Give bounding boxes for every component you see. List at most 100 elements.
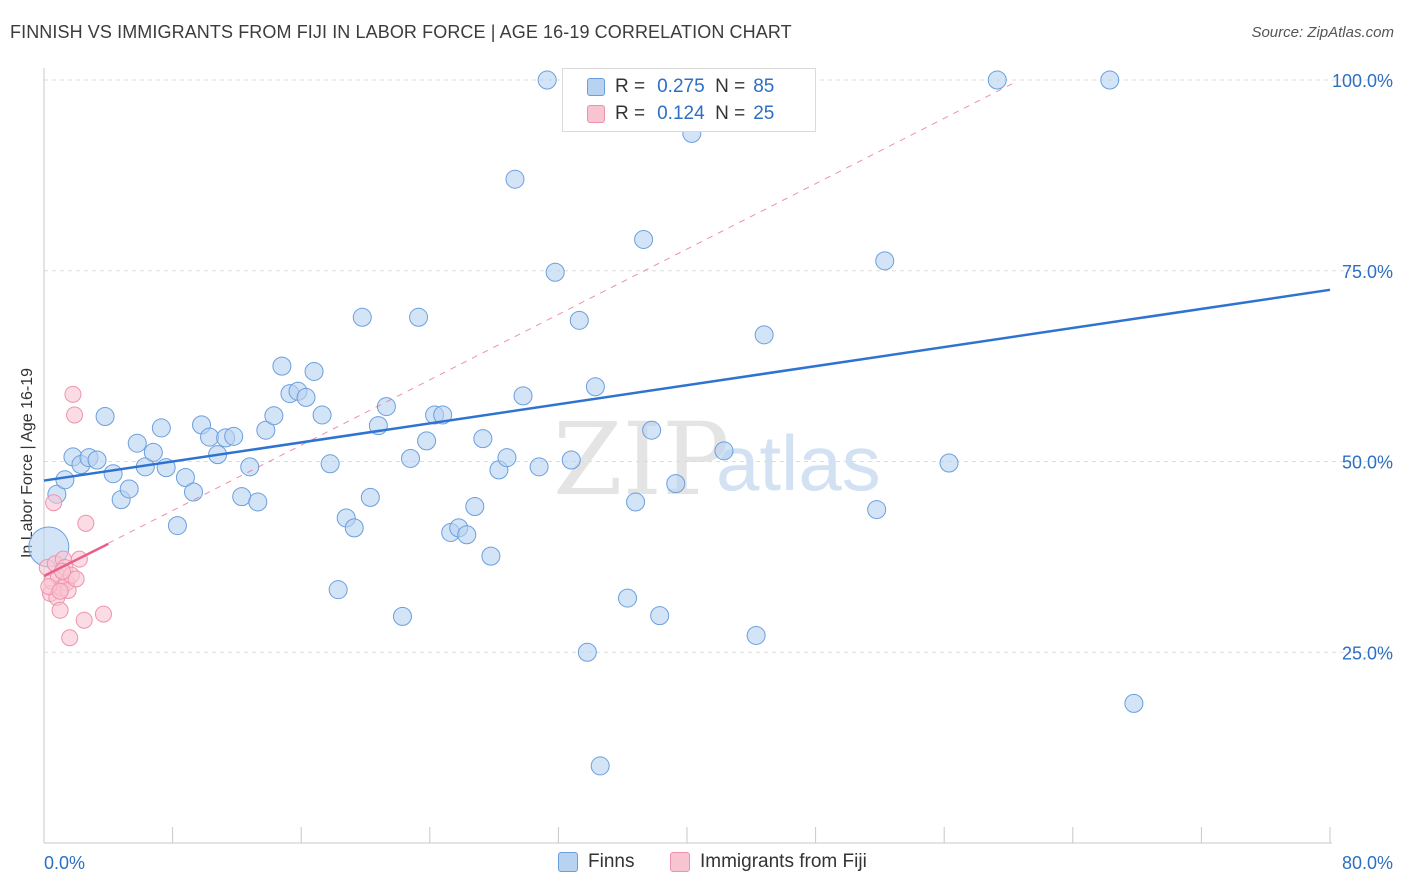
fiji-point-19: [75, 611, 93, 629]
finns-r-value: 0.275: [657, 76, 705, 97]
finns-point-44: [401, 448, 421, 468]
finns-point-56: [497, 448, 517, 468]
fiji-trend-line: [43, 542, 109, 578]
finns-point-7: [95, 406, 115, 426]
x-tick-labels: 0.0% 80.0%: [44, 853, 1393, 873]
finns-point-65: [590, 756, 610, 776]
r-label: R =: [615, 103, 646, 124]
finns-point-54: [481, 546, 501, 566]
finns-point-67: [618, 588, 638, 608]
finns-point-79: [875, 251, 895, 271]
finns-point-23: [224, 426, 244, 446]
finns-point-80: [939, 453, 959, 473]
finns-point-52: [465, 497, 485, 517]
fiji-trend-extension: [43, 81, 1017, 577]
finns-point-35: [320, 454, 340, 474]
fiji-point-24: [51, 582, 69, 600]
watermark-atlas: atlas: [716, 419, 881, 507]
finns-point-75: [714, 441, 734, 461]
finns-point-13: [143, 442, 163, 462]
x-tick-label-max: 80.0%: [1342, 853, 1393, 873]
finns-point-71: [650, 606, 670, 626]
axes: [43, 68, 1332, 844]
grid-lines: [44, 79, 1393, 653]
finns-point-34: [312, 405, 332, 425]
finns-point-70: [642, 420, 662, 440]
finns-point-40: [360, 487, 380, 507]
axis-ticks: [43, 827, 1331, 843]
finns-point-76: [746, 625, 766, 645]
finns-point-20: [200, 427, 220, 447]
finns-point-39: [352, 307, 372, 327]
fiji-point-17: [67, 570, 85, 588]
finns-point-17: [175, 468, 195, 488]
finns-point-28: [264, 406, 284, 426]
finns-point-27: [256, 420, 276, 440]
finns-point-59: [529, 457, 549, 477]
fiji-n-value: 25: [753, 103, 775, 124]
finns-legend-swatch: [558, 852, 578, 872]
x-tick-label-min: 0.0%: [44, 853, 85, 873]
finns-point-18: [183, 482, 203, 502]
finns-legend-label: Finns: [588, 851, 635, 872]
r-label: R =: [615, 76, 646, 97]
finns-point-53: [473, 429, 493, 449]
fiji-point-3: [45, 494, 63, 512]
finns-point-63: [569, 310, 589, 330]
source-label: Source: ZipAtlas.com: [1251, 24, 1394, 41]
finns-point-82: [1100, 70, 1120, 90]
fiji-point-7: [51, 601, 69, 619]
legend-item-finns[interactable]: Finns: [558, 851, 634, 873]
finns-point-24: [232, 487, 252, 507]
finns-point-45: [409, 307, 429, 327]
y-tick-label-50: 50.0%: [1342, 453, 1393, 473]
finns-point-48: [433, 405, 453, 425]
fiji-point-16: [66, 406, 84, 424]
finns-point-16: [167, 516, 187, 536]
finns-point-84: [577, 642, 597, 662]
y-tick-label-100: 100.0%: [1332, 71, 1393, 91]
finns-point-29: [272, 356, 292, 376]
finns-point-68: [626, 492, 646, 512]
y-tick-label-25: 25.0%: [1342, 643, 1393, 663]
chart-title: FINNISH VS IMMIGRANTS FROM FIJI IN LABOR…: [10, 22, 792, 42]
finns-point-64: [585, 377, 605, 397]
finns-point-58: [513, 386, 533, 406]
trend-lines: [43, 81, 1331, 578]
finns-point-32: [296, 387, 316, 407]
fiji-legend-swatch: [670, 852, 690, 872]
finns-point-78: [867, 500, 887, 520]
fiji-series: [38, 385, 112, 647]
finns-point-26: [248, 492, 268, 512]
finns-swatch: [587, 78, 605, 96]
finns-trend-line: [43, 288, 1331, 482]
finns-n-value: 85: [753, 76, 775, 97]
finns-point-61: [545, 262, 565, 282]
finns-point-14: [151, 418, 171, 438]
finns-point-6: [87, 450, 107, 470]
finns-point-57: [505, 169, 525, 189]
finns-point-83: [1124, 693, 1144, 713]
fiji-r-value: 0.124: [657, 103, 705, 124]
finns-point-10: [119, 479, 139, 499]
legend-row-finns: R = 0.275 N = 85: [587, 74, 774, 100]
finns-point-36: [328, 580, 348, 600]
y-tick-label-75: 75.0%: [1342, 262, 1393, 282]
y-tick-labels: 25.0% 50.0% 75.0% 100.0%: [1332, 71, 1393, 663]
finns-point-73: [666, 474, 686, 494]
finns-point-43: [392, 606, 412, 626]
finns-point-11: [127, 433, 147, 453]
legend-row-fiji: R = 0.124 N = 25: [587, 101, 774, 127]
correlation-legend: R = 0.275 N = 85 R = 0.124 N = 25: [562, 68, 816, 132]
n-label: N =: [715, 103, 746, 124]
finns-point-46: [417, 431, 437, 451]
legend-item-fiji[interactable]: Immigrants from Fiji: [670, 851, 867, 873]
finns-point-25: [240, 457, 260, 477]
fiji-point-21: [94, 605, 112, 623]
finns-point-38: [344, 518, 364, 538]
finns-point-33: [304, 361, 324, 381]
finns-point-8: [103, 464, 123, 484]
fiji-point-13: [61, 629, 79, 647]
fiji-swatch: [587, 105, 605, 123]
